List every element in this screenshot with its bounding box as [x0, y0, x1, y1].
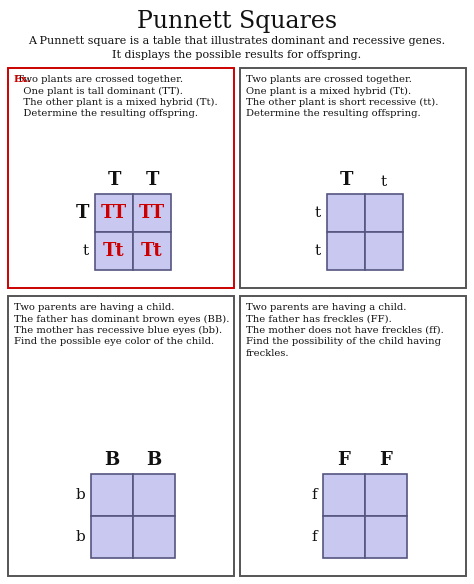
- Bar: [133, 194, 171, 232]
- Text: Two parents are having a child.: Two parents are having a child.: [14, 303, 174, 312]
- Bar: [133, 474, 175, 516]
- Text: Tt: Tt: [103, 242, 125, 260]
- Bar: [365, 194, 403, 232]
- Text: Ex.: Ex.: [14, 75, 31, 84]
- Text: TT: TT: [101, 204, 127, 222]
- Text: The other plant is short recessive (tt).: The other plant is short recessive (tt).: [246, 98, 438, 107]
- Text: Two plants are crossed together.: Two plants are crossed together.: [14, 75, 183, 84]
- Text: The mother has recessive blue eyes (bb).: The mother has recessive blue eyes (bb).: [14, 326, 222, 335]
- Text: F: F: [380, 451, 392, 469]
- Text: B: B: [146, 451, 162, 469]
- Text: It displays the possible results for offspring.: It displays the possible results for off…: [112, 50, 362, 60]
- Bar: [91, 516, 133, 558]
- Text: T: T: [107, 171, 121, 189]
- Bar: [133, 232, 171, 270]
- Bar: [365, 232, 403, 270]
- Bar: [365, 516, 407, 558]
- Bar: [95, 194, 133, 232]
- Text: The other plant is a mixed hybrid (Tt).: The other plant is a mixed hybrid (Tt).: [14, 98, 218, 107]
- Text: Two plants are crossed together.: Two plants are crossed together.: [246, 75, 412, 84]
- Bar: [91, 474, 133, 516]
- Bar: [323, 474, 365, 516]
- Text: The father has freckles (FF).: The father has freckles (FF).: [246, 315, 392, 324]
- Text: freckles.: freckles.: [246, 349, 290, 358]
- Text: T: T: [339, 171, 353, 189]
- Text: The mother does not have freckles (ff).: The mother does not have freckles (ff).: [246, 326, 444, 335]
- Text: Find the possibility of the child having: Find the possibility of the child having: [246, 338, 441, 346]
- Text: F: F: [337, 451, 350, 469]
- Text: b: b: [75, 488, 85, 502]
- Bar: [95, 232, 133, 270]
- Text: Determine the resulting offspring.: Determine the resulting offspring.: [246, 110, 420, 119]
- Text: The father has dominant brown eyes (BB).: The father has dominant brown eyes (BB).: [14, 315, 229, 324]
- Text: f: f: [311, 488, 317, 502]
- Text: T: T: [76, 204, 89, 222]
- Text: t: t: [83, 244, 89, 258]
- Text: Find the possible eye color of the child.: Find the possible eye color of the child…: [14, 338, 214, 346]
- Text: f: f: [311, 530, 317, 544]
- Text: One plant is tall dominant (TT).: One plant is tall dominant (TT).: [14, 86, 183, 96]
- Bar: [365, 474, 407, 516]
- Text: t: t: [315, 206, 321, 220]
- Text: TT: TT: [139, 204, 165, 222]
- Text: One plant is a mixed hybrid (Tt).: One plant is a mixed hybrid (Tt).: [246, 86, 411, 96]
- Text: Punnett Squares: Punnett Squares: [137, 10, 337, 33]
- Text: Tt: Tt: [141, 242, 163, 260]
- Bar: [327, 232, 365, 270]
- Text: B: B: [104, 451, 119, 469]
- Text: t: t: [381, 175, 387, 189]
- Bar: [240, 296, 466, 576]
- Text: Determine the resulting offspring.: Determine the resulting offspring.: [14, 110, 198, 119]
- Bar: [133, 516, 175, 558]
- Text: A Punnett square is a table that illustrates dominant and recessive genes.: A Punnett square is a table that illustr…: [28, 36, 446, 46]
- Text: t: t: [315, 244, 321, 258]
- Bar: [323, 516, 365, 558]
- Text: Two parents are having a child.: Two parents are having a child.: [246, 303, 406, 312]
- Bar: [8, 296, 234, 576]
- Bar: [8, 68, 234, 288]
- Bar: [240, 68, 466, 288]
- Text: T: T: [146, 171, 159, 189]
- Bar: [327, 194, 365, 232]
- Text: b: b: [75, 530, 85, 544]
